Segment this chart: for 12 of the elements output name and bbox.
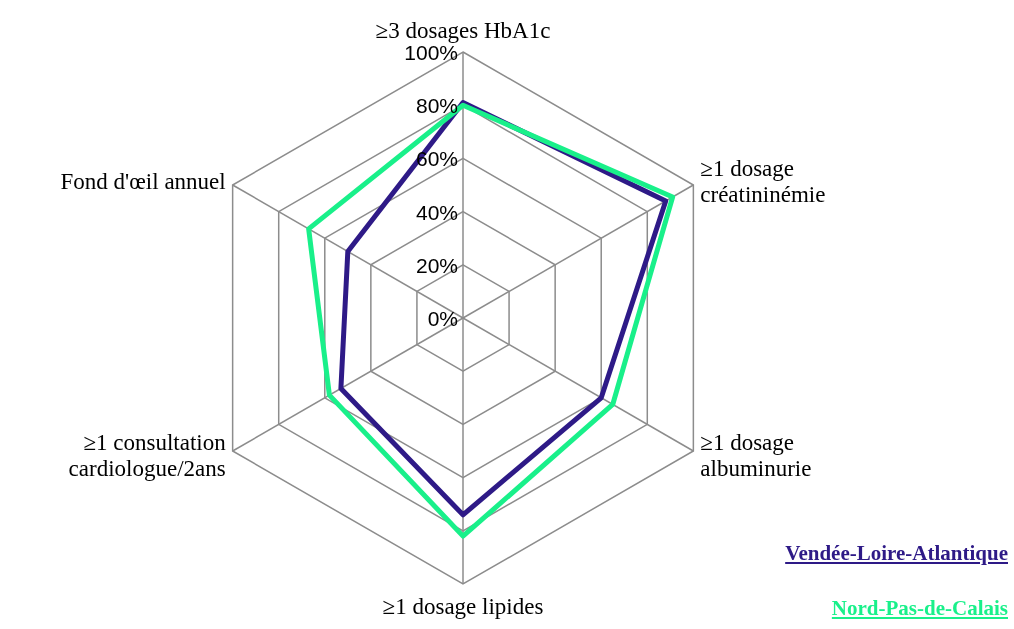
spoke-label: ≥3 dosages HbA1c xyxy=(375,18,551,43)
spoke-label: ≥1 dosage créatininémie xyxy=(700,156,826,207)
text: Nord-Pas-de-Calais xyxy=(830,596,1008,621)
text: Vendée-Loire-Atlantique xyxy=(785,541,1008,566)
y-tick-label: 40% xyxy=(415,200,458,224)
y-tick-label: 20% xyxy=(415,253,458,277)
y-tick-label: 0% xyxy=(427,307,458,330)
spoke-label: ≥1 dosage lipides xyxy=(382,594,544,619)
y-tick-label: 80% xyxy=(415,94,458,118)
spoke-label: Fond d'œil annuel xyxy=(60,169,226,194)
spoke-label: ≥1 consultation cardiologue/2ans xyxy=(68,430,227,481)
spoke-label: ≥1 dosage albuminurie xyxy=(700,430,812,481)
